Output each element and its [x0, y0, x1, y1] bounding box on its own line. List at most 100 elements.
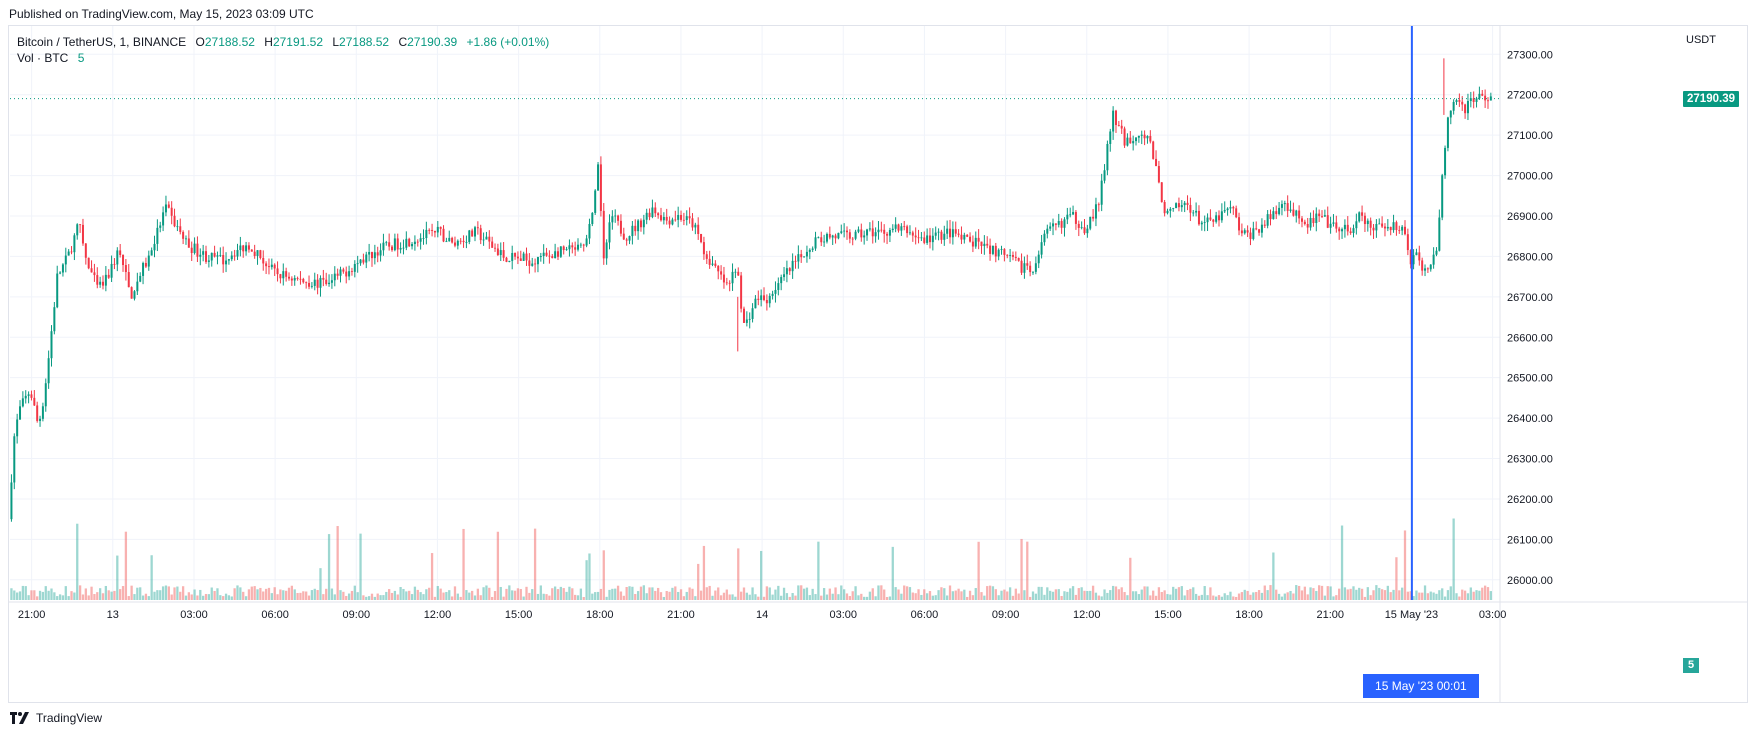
candle-body	[926, 235, 929, 243]
volume-bar	[1252, 592, 1255, 600]
candle-body	[285, 271, 288, 277]
candle-body	[516, 256, 519, 259]
volume-bar	[1028, 596, 1032, 600]
volume-bar	[342, 591, 345, 600]
candle-body	[210, 252, 213, 261]
volume-bar	[1037, 586, 1040, 600]
candle-body	[825, 233, 828, 242]
volume-bar	[1475, 590, 1478, 600]
volume-bar	[202, 595, 205, 600]
volume-bar	[1346, 589, 1349, 600]
volume-label[interactable]: Vol · BTC	[17, 51, 69, 65]
candle-body	[1484, 95, 1487, 101]
volume-bar	[791, 593, 794, 600]
candle-body	[731, 271, 734, 284]
volume-bar	[808, 595, 811, 600]
candle-body	[863, 235, 866, 238]
candle-body	[1217, 215, 1221, 221]
volume-bar	[78, 585, 82, 600]
candle-body	[451, 237, 454, 243]
candle-body	[751, 308, 754, 319]
volume-bar	[1297, 585, 1301, 600]
candle-body	[1238, 217, 1241, 231]
volume-bar	[1177, 587, 1181, 600]
candle-body	[923, 237, 926, 243]
chart-frame[interactable]	[8, 25, 1748, 703]
volume-bar	[925, 593, 929, 600]
candle-body	[119, 250, 122, 255]
volume-bar	[453, 586, 457, 600]
candle-body	[287, 276, 291, 279]
brand-name[interactable]: TradingView	[36, 711, 103, 725]
candle-body	[362, 259, 365, 263]
candle-body	[1326, 215, 1329, 228]
candle-body	[471, 230, 474, 237]
candle-body	[940, 231, 943, 240]
volume-bar	[837, 594, 840, 600]
candle-body	[1403, 226, 1407, 235]
volume-bar	[476, 588, 480, 600]
volume-bar	[780, 595, 783, 600]
candle-body	[711, 263, 714, 265]
volume-bar	[968, 590, 972, 600]
published-caption: Published on TradingView.com, May 15, 20…	[9, 7, 314, 21]
volume-bar	[468, 592, 471, 600]
currency-unit[interactable]: USDT	[1686, 34, 1716, 46]
candle-body	[167, 204, 170, 208]
volume-bar	[628, 586, 631, 600]
candle-body	[1375, 223, 1378, 231]
y-tick-label: 26400.00	[1507, 413, 1553, 425]
volume-bar	[631, 586, 634, 600]
volume-bar	[551, 588, 554, 600]
volume-bar	[860, 593, 863, 600]
volume-bar	[1360, 588, 1364, 600]
volume-bar	[1286, 592, 1289, 600]
volume-bar	[290, 585, 294, 600]
volume-bar	[1249, 594, 1252, 600]
volume-bar	[302, 591, 305, 600]
candle-body	[402, 247, 405, 249]
time-axis: 21:00 13 03:00 06:00 09:00 12:00 15:00 18:00 21:…	[18, 609, 1506, 621]
y-tick-label: 26700.00	[1507, 292, 1553, 304]
candle-body	[216, 255, 219, 257]
volume-bar	[413, 586, 417, 600]
candle-body	[253, 251, 256, 256]
candle-body	[1469, 98, 1472, 102]
candle-body	[614, 215, 617, 217]
candle-body	[41, 406, 44, 419]
candle-body	[837, 232, 840, 239]
candle-body	[588, 223, 591, 239]
candle-body	[1246, 230, 1249, 233]
candle-body	[860, 229, 863, 238]
candle-body	[1432, 254, 1435, 265]
candle-body	[50, 331, 53, 359]
candle-body	[431, 229, 434, 231]
volume-bar	[1400, 587, 1404, 600]
candle-body	[1255, 228, 1258, 230]
candle-body	[408, 238, 411, 247]
volume-bar	[1137, 594, 1141, 600]
volume-bars	[10, 518, 1492, 600]
candle-body	[144, 262, 147, 267]
volume-bar	[602, 550, 605, 600]
candle-body	[866, 229, 869, 236]
candle-body	[122, 254, 125, 266]
candle-body	[674, 219, 677, 221]
volume-bar	[662, 596, 666, 600]
candle-body	[436, 226, 439, 233]
y-tick-label: 26500.00	[1507, 373, 1553, 385]
candle-body	[903, 226, 906, 228]
volume-bar	[1063, 591, 1066, 600]
candle-body	[637, 220, 640, 232]
candle-body	[365, 254, 368, 263]
candle-body	[1415, 252, 1418, 256]
volume-bar	[450, 596, 454, 600]
volume-bar	[310, 590, 314, 600]
volume-bar	[717, 587, 720, 600]
volume-bar	[402, 588, 405, 600]
volume-bar	[385, 591, 388, 600]
candle-body	[691, 218, 694, 228]
symbol-label[interactable]: Bitcoin / TetherUS, 1, BINANCE	[17, 35, 187, 49]
volume-bar	[1463, 590, 1467, 600]
